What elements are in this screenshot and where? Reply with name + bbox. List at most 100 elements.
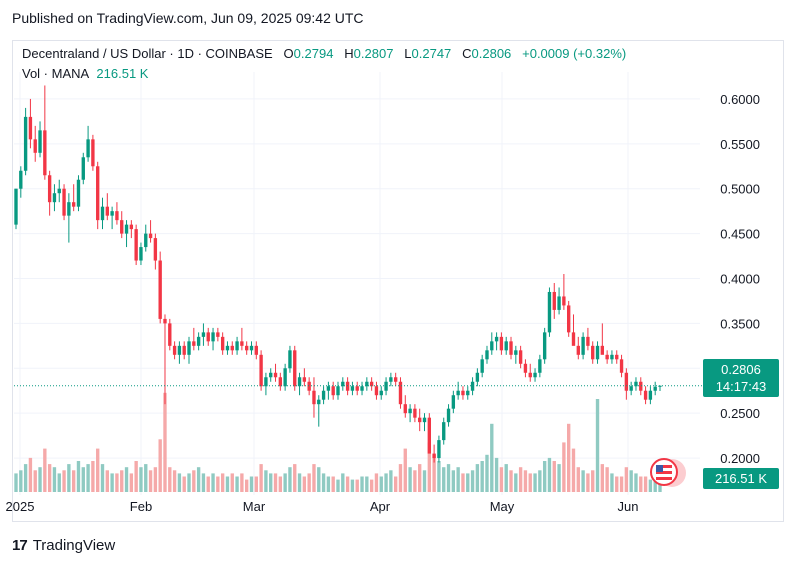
volume-bar (341, 473, 345, 492)
candle-body (547, 291, 552, 333)
open-value: 0.2794 (293, 46, 334, 61)
volume-bar (158, 439, 162, 492)
volume-bar (591, 470, 595, 492)
candle-body (586, 336, 590, 346)
volume-bar (47, 464, 52, 492)
volume-bar (62, 470, 66, 492)
candle-body (259, 354, 263, 387)
y-tick-label: 0.6000 (720, 92, 760, 107)
volume-bar (192, 470, 196, 492)
volume-bar (490, 423, 494, 492)
candle-body (350, 386, 355, 391)
candle-body (43, 130, 47, 176)
volume-bar (19, 470, 23, 492)
candle-body (514, 350, 518, 355)
candle-body (562, 296, 566, 306)
y-tick-label: 0.3500 (720, 316, 760, 331)
candle-body (499, 336, 504, 351)
candle-body (264, 377, 268, 387)
x-tick-label: Jun (618, 499, 639, 514)
volume-bar (442, 467, 446, 492)
candle-body (105, 206, 109, 216)
candle-body (658, 385, 662, 387)
close-label: C (462, 46, 472, 61)
volume-bar (557, 464, 561, 492)
candle-body (201, 332, 206, 337)
high-value: 0.2807 (353, 46, 394, 61)
candle-body (355, 386, 359, 391)
candle-body (379, 390, 383, 396)
candle-body (62, 188, 66, 216)
volume-bar (422, 470, 427, 492)
volume-bar (71, 470, 76, 492)
volume-bar (28, 457, 33, 492)
candle-body (451, 395, 456, 409)
candle-body (374, 386, 379, 396)
candle-body (331, 386, 335, 396)
volume-bar (168, 467, 172, 492)
x-tick-label: May (490, 499, 515, 514)
candle-body (182, 345, 186, 355)
candle-body (100, 206, 105, 221)
candle-body (47, 175, 52, 203)
candle-body (422, 417, 427, 423)
candle-body (273, 372, 278, 378)
volume-bar (499, 467, 504, 492)
candle-body (245, 345, 249, 351)
volume-bar (211, 473, 215, 492)
volume-bar (124, 467, 129, 492)
volume-bar (571, 448, 576, 492)
candle-body (269, 372, 273, 378)
volume-bar (96, 448, 100, 492)
volume-bar (576, 467, 580, 492)
tradingview-logo-icon: 17 (12, 537, 28, 554)
candle-body (365, 381, 369, 387)
x-tick-label: Mar (243, 499, 266, 514)
volume-bar (658, 479, 662, 492)
volume-bar (427, 442, 431, 492)
candle-body (33, 139, 37, 153)
volume-bar (552, 461, 556, 492)
candle-body (456, 390, 460, 396)
candle-body (413, 408, 417, 418)
volume-bar (542, 461, 547, 492)
candle-body (490, 341, 494, 351)
us-flag-icon[interactable] (650, 458, 686, 487)
volume-bar (504, 464, 508, 492)
candle-body (643, 390, 648, 400)
volume-bar (43, 448, 47, 492)
volume-bar (182, 476, 186, 492)
y-tick-label: 0.2500 (720, 406, 760, 421)
candle-body (403, 404, 407, 414)
volume-bar (374, 473, 379, 492)
volume-bar (278, 476, 283, 492)
volume-bar (100, 464, 105, 492)
candle-body (442, 422, 446, 441)
volume-bar (456, 467, 460, 492)
candle-body (317, 399, 321, 405)
volume-bar (196, 467, 201, 492)
candle-body (629, 386, 633, 391)
candle-body (345, 381, 350, 391)
volume-bar (605, 467, 609, 492)
volume-bar (446, 464, 451, 492)
volume-bar (172, 470, 177, 492)
candle-body (360, 386, 364, 391)
x-tick-label: 2025 (6, 499, 35, 514)
volume-bar (350, 479, 355, 492)
volume-bar (225, 476, 230, 492)
volume-bar (302, 476, 307, 492)
volume-bar (393, 476, 398, 492)
volume-bar (547, 457, 552, 492)
candle-body (624, 372, 629, 391)
volume-bar (408, 467, 412, 492)
volume-bar (33, 470, 37, 492)
candle-body (581, 336, 585, 355)
volume-bar (86, 464, 90, 492)
candle-body (129, 224, 134, 230)
volume-bar (567, 423, 571, 492)
volume-bar (437, 461, 441, 492)
tradingview-logo[interactable]: 17 TradingView (12, 537, 115, 554)
candle-body (57, 188, 61, 194)
